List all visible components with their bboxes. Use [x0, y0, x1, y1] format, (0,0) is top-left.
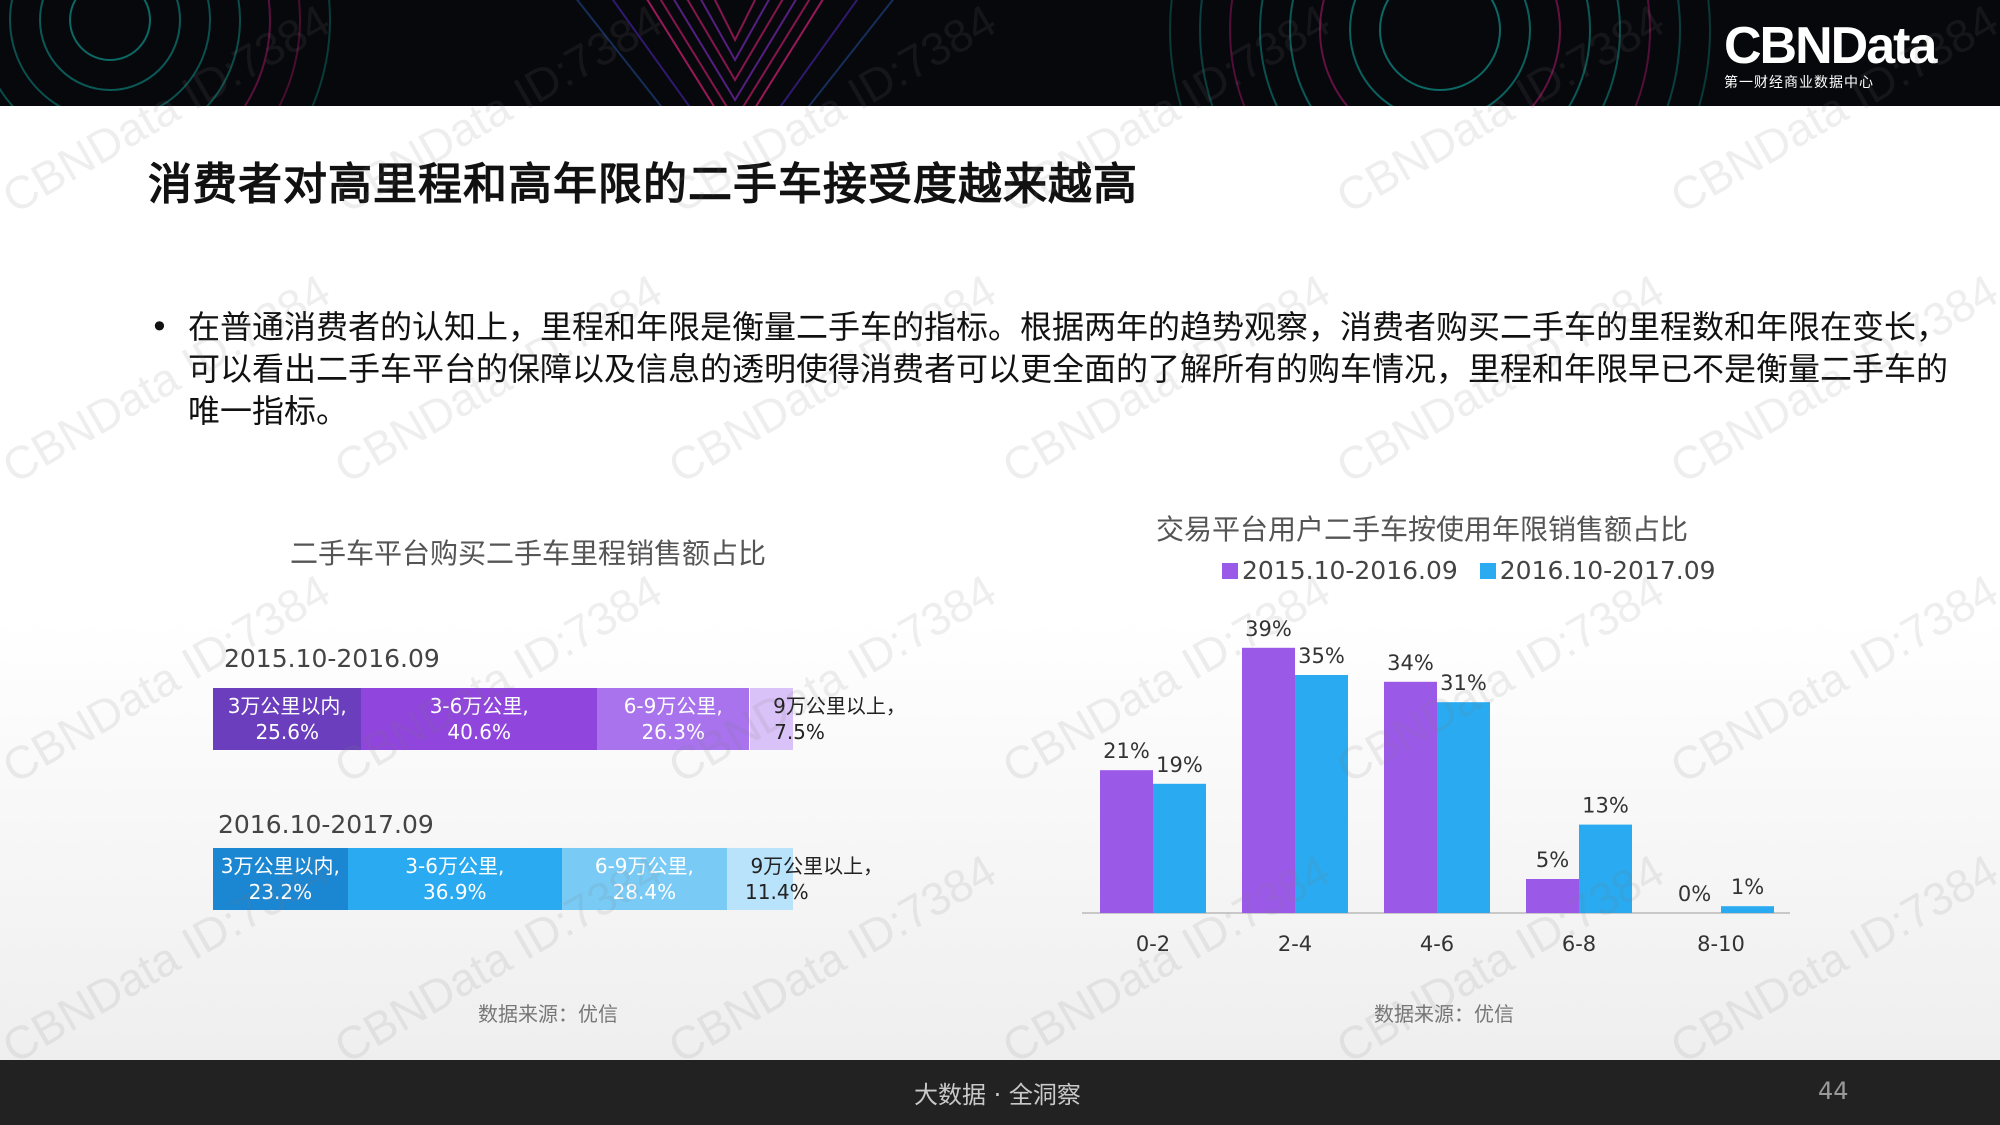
mileage-bar-segment: 9万公里以上， 7.5%	[749, 688, 906, 750]
legend-label-2016: 2016.10-2017.09	[1499, 556, 1716, 585]
mileage-bar-segment: 3万公里以内, 25.6%	[213, 688, 362, 750]
age-bar	[1579, 824, 1632, 913]
age-bar	[1384, 681, 1437, 913]
cbndata-logo: CBNData 第一财经商业数据中心	[1724, 17, 1937, 92]
bullet-text: 在普通消费者的认知上，里程和年限是衡量二手车的指标。根据两年的趋势观察，消费者购…	[188, 308, 1949, 430]
segment-name: 6-9万公里,	[594, 854, 694, 878]
age-bar-value-label: 1%	[1731, 875, 1764, 899]
x-tick-label: 8-10	[1697, 932, 1745, 956]
age-bar-value-label: 19%	[1156, 753, 1203, 777]
segment-name: 9万公里以上，	[773, 694, 906, 718]
segment-name: 3-6万公里,	[405, 854, 505, 878]
x-tick-label: 4-6	[1420, 932, 1454, 956]
mileage-chart-title: 二手车平台购买二手车里程销售额占比	[290, 537, 767, 570]
legend-swatch-2016	[1479, 563, 1496, 579]
age-bar-value-label: 35%	[1298, 644, 1345, 668]
segment-name: 6-9万公里,	[623, 694, 723, 718]
segment-name: 3万公里以内,	[220, 854, 340, 878]
age-bar-value-label: 5%	[1536, 848, 1569, 872]
watermark-text: CBNData ID:7384	[993, 564, 1339, 794]
header-bar: CBNData 第一财经商业数据中心	[0, 0, 2000, 106]
mileage-chart-source: 数据来源：优信	[478, 1002, 618, 1026]
page-number: 44	[1818, 1077, 1849, 1105]
age-bar-value-label: 39%	[1245, 617, 1292, 641]
age-chart-legend: 2015.10-2016.09 2016.10-2017.09	[1222, 556, 1730, 585]
footer-bar: 大数据 · 全洞察 44	[0, 1060, 2000, 1125]
legend-item-2016: 2016.10-2017.09	[1479, 556, 1716, 585]
age-chart-source: 数据来源：优信	[1374, 1002, 1514, 1026]
segment-value: 25.6%	[255, 720, 319, 744]
segment-name: 9万公里以上，	[750, 854, 884, 878]
watermark-text: CBNData ID:7384	[1327, 564, 1673, 794]
x-tick-label: 6-8	[1562, 932, 1596, 956]
mileage-bar-segment: 6-9万公里, 28.4%	[561, 848, 727, 910]
segment-value: 26.3%	[641, 720, 705, 744]
age-bar-value-label: 31%	[1440, 671, 1487, 695]
mileage-bar-segment: 3-6万公里, 40.6%	[361, 688, 597, 750]
page-title: 消费者对高里程和高年限的二手车接受度越来越高	[148, 159, 1138, 210]
age-bar	[1153, 783, 1206, 913]
bullet-dot: •	[150, 308, 169, 346]
age-bar	[1100, 770, 1153, 913]
legend-item-2015: 2015.10-2016.09	[1222, 556, 1458, 585]
x-tick-label: 0-2	[1136, 932, 1170, 956]
watermark-text: CBNData ID:7384	[1327, 844, 1673, 1074]
mileage-bar-segment: 9万公里以上， 11.4%	[726, 848, 883, 910]
segment-value: 40.6%	[447, 720, 511, 744]
watermark-text: CBNData ID:7384	[1661, 844, 2000, 1074]
x-tick-label: 2-4	[1278, 932, 1312, 956]
age-bar-value-label: 13%	[1582, 794, 1629, 818]
segment-name: 3-6万公里,	[429, 694, 529, 718]
header-decoration	[0, 0, 1711, 106]
watermark-text: CBNData ID:7384	[1661, 564, 2000, 794]
segment-value: 23.2%	[248, 880, 313, 904]
age-chart-title: 交易平台用户二手车按使用年限销售额占比	[1156, 513, 1689, 546]
mileage-period-label: 2015.10-2016.09	[224, 644, 440, 673]
segment-value: 11.4%	[745, 880, 809, 904]
mileage-bar-segment: 3万公里以内, 23.2%	[213, 848, 348, 910]
watermark-text: CBNData ID:7384	[993, 844, 1339, 1074]
age-bar	[1242, 647, 1295, 913]
footer-slogan: 大数据 · 全洞察	[914, 1081, 1081, 1109]
age-bar	[1721, 906, 1774, 913]
logo-subtitle: 第一财经商业数据中心	[1724, 75, 1874, 91]
watermark-text: CBNData ID:7384	[659, 564, 1005, 794]
legend-swatch-2015	[1222, 563, 1238, 579]
segment-name: 3万公里以内,	[227, 694, 347, 718]
age-bar	[1526, 879, 1579, 913]
watermark-text: CBNData ID:7384	[0, 564, 339, 794]
age-bar	[1295, 675, 1348, 913]
mileage-bar-segment: 6-9万公里, 26.3%	[596, 688, 750, 750]
mileage-period-label: 2016.10-2017.09	[218, 810, 434, 839]
segment-value: 7.5%	[774, 720, 825, 744]
age-bar-value-label: 21%	[1103, 739, 1150, 763]
watermark-text: CBNData ID:7384	[325, 564, 671, 794]
legend-label-2015: 2015.10-2016.09	[1242, 556, 1458, 585]
age-bar-value-label: 34%	[1387, 651, 1434, 675]
age-bar-value-label: 0%	[1678, 882, 1711, 906]
age-bar	[1437, 702, 1490, 913]
segment-value: 28.4%	[612, 880, 677, 904]
logo-brand: CBNData	[1724, 17, 1937, 75]
mileage-bar-segment: 3-6万公里, 36.9%	[347, 848, 562, 910]
segment-value: 36.9%	[423, 880, 487, 904]
